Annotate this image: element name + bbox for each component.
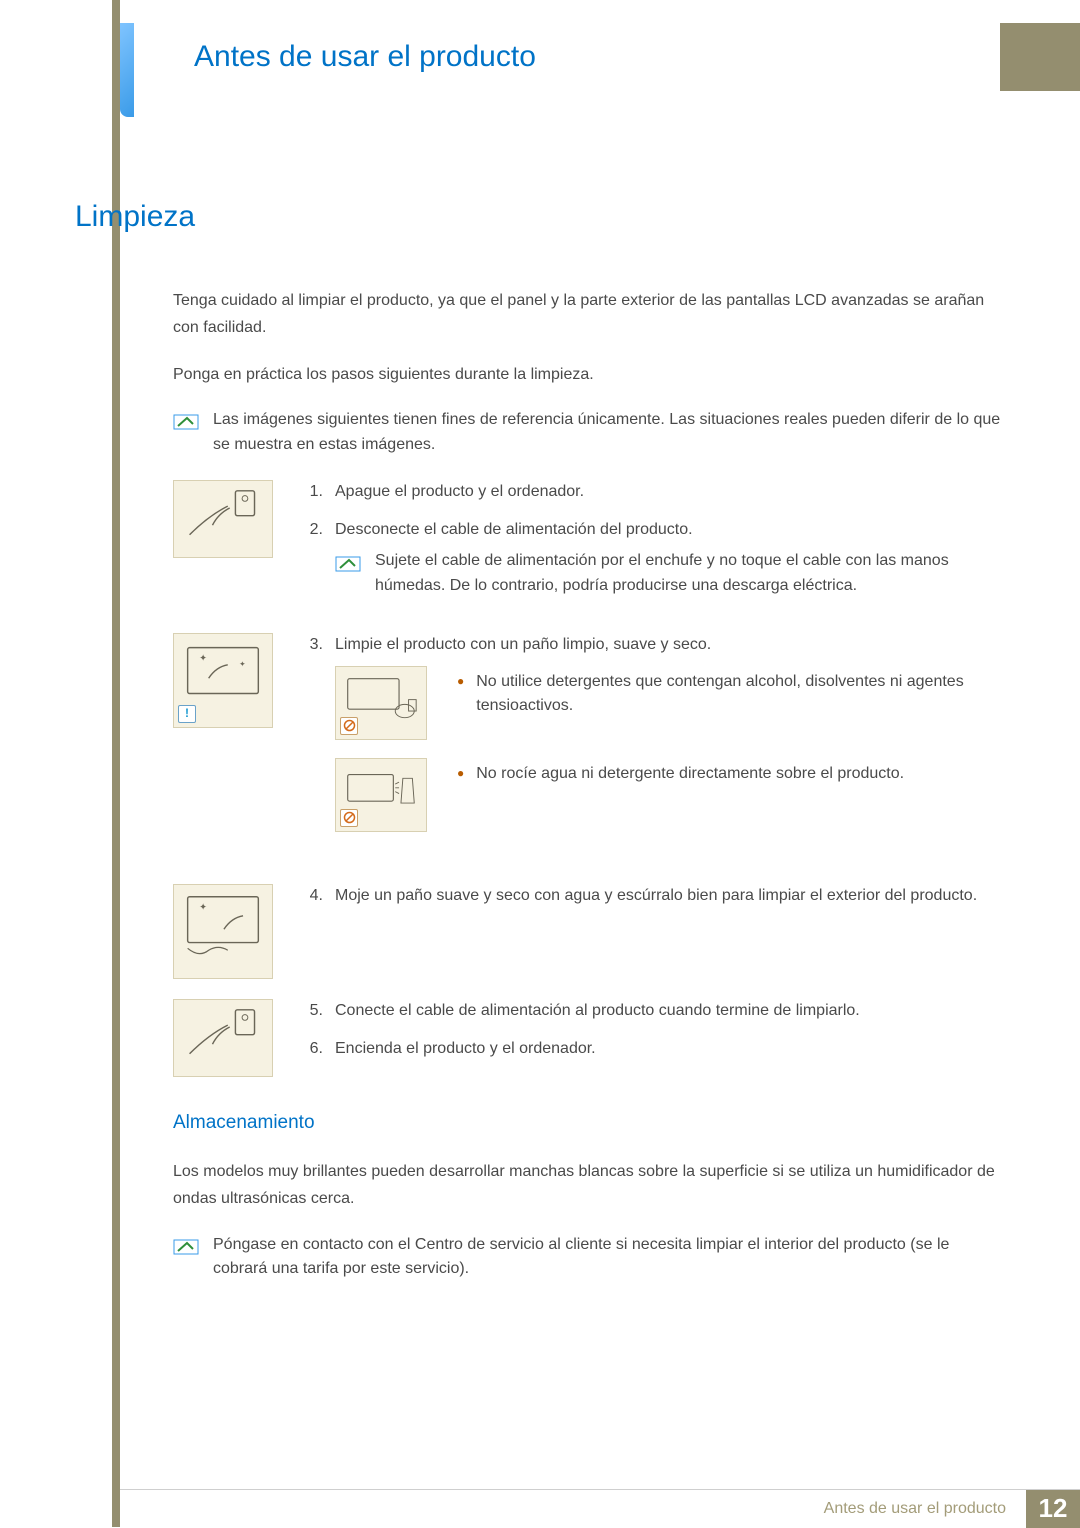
bullet-text: No utilice detergentes que contengan alc… [476,670,1005,720]
step-block-1-2: 1. Apague el producto y el ordenador. 2.… [173,480,1005,613]
chapter-tab-decoration [120,23,134,117]
svg-text:✦: ✦ [199,902,207,913]
illustration-wipe-screen: ✦✦ [173,633,273,728]
step-number: 1. [303,480,323,505]
step-block-5-6: 5. Conecte el cable de alimentación al p… [173,999,1005,1077]
step-list-3: 3. Limpie el producto con un paño limpio… [303,633,1005,864]
illustration-damp-cloth: ✦ [173,884,273,979]
section-body: Tenga cuidado al limpiar el producto, ya… [173,287,1005,1283]
prohibit-badge-icon [340,717,358,735]
header-title-container: Antes de usar el producto [134,23,1000,91]
step-4: 4. Moje un paño suave y seco con agua y … [303,884,1005,909]
section-heading: Limpieza [75,195,1005,239]
storage-note: Póngase en contacto con el Centro de ser… [173,1233,1005,1283]
step-number: 6. [303,1037,323,1062]
step-text: Apague el producto y el ordenador. [335,480,584,505]
step-number: 2. [303,518,323,598]
step-3: 3. Limpie el producto con un paño limpio… [303,633,1005,850]
step-block-3: ✦✦ 3. Limpie el producto con un paño lim… [173,633,1005,864]
step-number: 4. [303,884,323,909]
page: Antes de usar el producto Limpieza Tenga… [0,0,1080,1527]
step-5: 5. Conecte el cable de alimentación al p… [303,999,1005,1024]
step-number: 5. [303,999,323,1024]
step-text: Conecte el cable de alimentación al prod… [335,999,860,1024]
storage-paragraph: Los modelos muy brillantes pueden desarr… [173,1158,1005,1212]
step-number: 3. [303,633,323,850]
step-list-5-6: 5. Conecte el cable de alimentación al p… [303,999,1005,1077]
step-2-subnote-text: Sujete el cable de alimentación por el e… [375,549,1005,599]
page-footer: Antes de usar el producto 12 [120,1489,1080,1527]
step-2-subnote: Sujete el cable de alimentación por el e… [335,549,1005,599]
illustration-plug-in [173,999,273,1077]
bullet-text: No rocíe agua ni detergente directamente… [476,762,904,787]
caution-badge-icon [178,705,196,723]
bullet-icon: ● [457,670,464,720]
reference-note-text: Las imágenes siguientes tienen fines de … [213,408,1005,458]
svg-text:✦: ✦ [239,660,246,669]
subsection-heading: Almacenamiento [173,1109,1005,1137]
step-3-bullets: ● No utilice detergentes que contengan a… [335,666,1005,832]
step-text: Moje un paño suave y seco con agua y esc… [335,884,977,909]
note-icon [173,1235,199,1257]
prohibit-badge-icon [340,809,358,827]
illustration-unplug [173,480,273,558]
step-2: 2. Desconecte el cable de alimentación d… [303,518,1005,598]
illustration-no-detergent [335,666,427,740]
reference-note: Las imágenes siguientes tienen fines de … [173,408,1005,458]
note-icon [335,552,361,574]
page-number: 12 [1026,1490,1080,1528]
step-block-4: ✦ 4. Moje un paño suave y seco con agua … [173,884,1005,979]
bullet-icon: ● [457,762,464,787]
step-1: 1. Apague el producto y el ordenador. [303,480,1005,505]
step-text: Desconecte el cable de alimentación del … [335,518,1005,543]
intro-paragraph-1: Tenga cuidado al limpiar el producto, ya… [173,287,1005,341]
intro-paragraph-2: Ponga en práctica los pasos siguientes d… [173,361,1005,388]
chapter-title: Antes de usar el producto [194,35,536,79]
step-3-bullet-2: ● No rocíe agua ni detergente directamen… [335,758,1005,832]
step-6: 6. Encienda el producto y el ordenador. [303,1037,1005,1062]
step-text: Encienda el producto y el ordenador. [335,1037,596,1062]
step-list-1-2: 1. Apague el producto y el ordenador. 2.… [303,480,1005,613]
note-icon [173,410,199,432]
svg-text:✦: ✦ [199,653,207,664]
footer-chapter-label: Antes de usar el producto [824,1497,1012,1520]
step-list-4: 4. Moje un paño suave y seco con agua y … [303,884,1005,923]
step-3-bullet-1: ● No utilice detergentes que contengan a… [335,666,1005,740]
illustration-no-spray [335,758,427,832]
step-text: Limpie el producto con un paño limpio, s… [335,633,1005,658]
storage-note-text: Póngase en contacto con el Centro de ser… [213,1233,1005,1283]
content-area: Limpieza Tenga cuidado al limpiar el pro… [75,195,1005,1304]
